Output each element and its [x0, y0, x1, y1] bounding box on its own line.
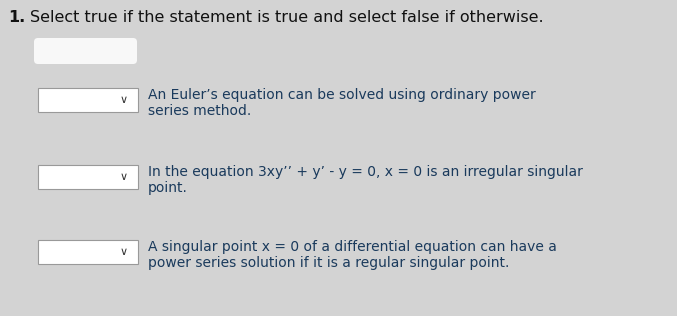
Text: point.: point. [148, 181, 188, 195]
FancyBboxPatch shape [38, 88, 138, 112]
Text: In the equation 3xy’’ + y’ - y = 0, x = 0 is an irregular singular: In the equation 3xy’’ + y’ - y = 0, x = … [148, 165, 583, 179]
Text: ∨: ∨ [120, 172, 128, 182]
Text: ∨: ∨ [120, 247, 128, 257]
Text: A singular point x = 0 of a differential equation can have a: A singular point x = 0 of a differential… [148, 240, 557, 254]
Text: 1.: 1. [8, 10, 25, 25]
FancyBboxPatch shape [34, 38, 137, 64]
FancyBboxPatch shape [38, 240, 138, 264]
Text: ∨: ∨ [120, 95, 128, 105]
Text: series method.: series method. [148, 104, 251, 118]
Text: Select true if the statement is true and select false if otherwise.: Select true if the statement is true and… [30, 10, 544, 25]
FancyBboxPatch shape [38, 165, 138, 189]
Text: power series solution if it is a regular singular point.: power series solution if it is a regular… [148, 256, 509, 270]
Text: An Euler’s equation can be solved using ordinary power: An Euler’s equation can be solved using … [148, 88, 536, 102]
